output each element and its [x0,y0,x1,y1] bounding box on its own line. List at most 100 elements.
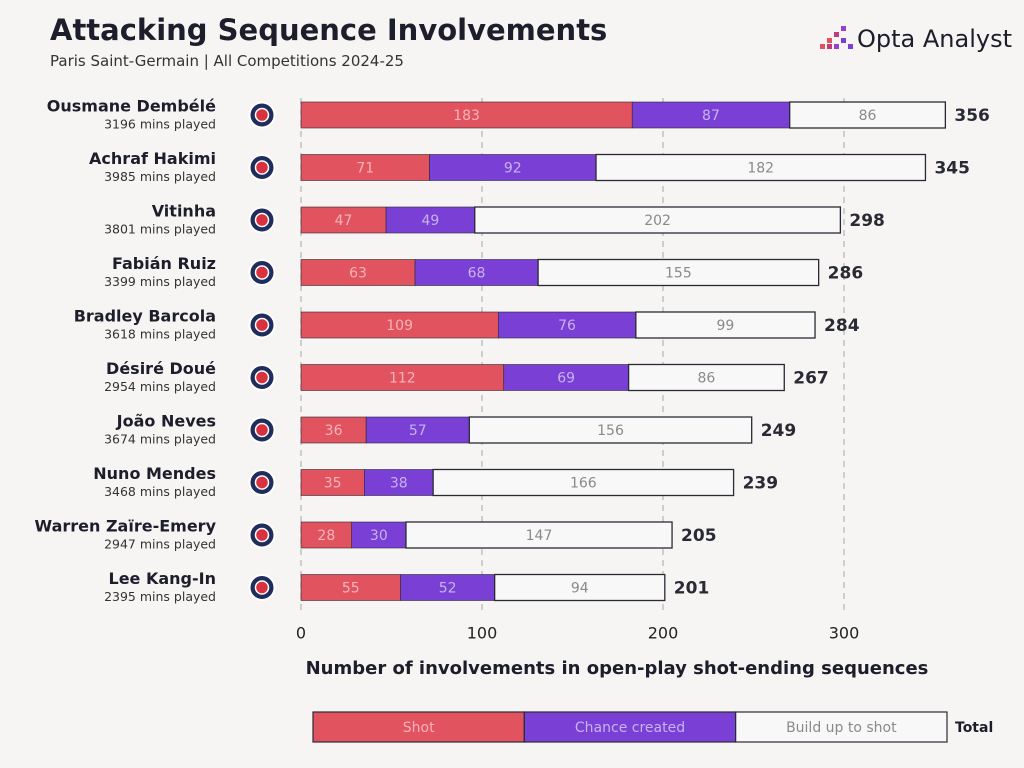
segment-label: 52 [439,581,457,597]
player-name: Ousmane Dembélé [47,97,216,116]
chart-subtitle: Paris Saint-Germain | All Competitions 2… [50,52,404,70]
player-name: Achraf Hakimi [89,149,216,168]
bar-segment [474,206,842,234]
club-badge-inner [254,527,270,543]
chart-title: Attacking Sequence Involvements [50,13,607,47]
bar-segment [595,153,927,182]
legend-swatch [312,711,525,743]
player-minutes: 2947 mins played [104,537,216,552]
bar-segment [300,521,352,549]
player-minutes: 2954 mins played [104,379,216,394]
total-label: 249 [761,421,797,441]
bar-segment [300,206,387,234]
player-minutes: 3399 mins played [104,274,216,289]
segment-label: 38 [390,476,408,492]
total-label: 239 [743,474,779,494]
bar-segment [351,521,407,549]
total-label: 267 [793,369,829,389]
player-name: Fabián Ruiz [112,254,216,273]
bar-segment [414,259,539,286]
legend-swatch [735,711,948,743]
player-name: Désiré Doué [106,359,216,378]
bar-segment [429,154,597,181]
bar-segment [300,469,365,496]
segment-label: 76 [558,318,576,334]
player-minutes: 3196 mins played [104,117,216,132]
segment-label: 36 [325,423,343,439]
bar-segment [635,311,816,339]
segment-label: 94 [571,581,589,597]
player-name: João Neves [116,412,216,431]
bar-segment [300,259,416,286]
segment-label: 55 [342,581,360,597]
club-badge-inner [254,265,270,280]
club-badge-inner [254,212,270,228]
legend-label: Build up to shot [786,720,897,736]
x-tick-label: 300 [829,624,860,643]
brand-logo: Opta Analyst [820,25,1012,53]
club-badge-inner [254,317,270,333]
player-minutes: 3801 mins played [104,222,216,237]
total-label: 298 [849,211,885,231]
segment-label: 71 [356,161,374,177]
segment-label: 92 [504,161,522,177]
bar-segment [300,311,499,339]
player-name: Nuno Mendes [93,464,216,483]
segment-label: 87 [702,108,720,124]
total-label: 286 [828,264,864,284]
club-badge-inner [254,422,270,438]
segment-label: 57 [409,423,427,439]
club-badge-inner [254,370,270,385]
bar-segment [537,258,820,287]
x-axis-label: Number of involvements in open-play shot… [306,658,929,679]
segment-label: 63 [349,266,367,282]
legend-total: Total [955,720,993,736]
player-minutes: 3985 mins played [104,169,216,184]
segment-label: 202 [644,213,671,229]
bar-segment [468,416,753,444]
player-minutes: 2395 mins played [104,589,216,604]
segment-label: 99 [717,318,735,334]
club-badge-inner [254,475,270,490]
segment-label: 166 [570,476,597,492]
total-label: 356 [954,106,990,126]
bar-segment [364,469,434,496]
x-tick-label: 200 [648,624,679,643]
total-label: 205 [681,526,717,546]
player-name: Lee Kang-In [109,569,217,588]
total-label: 201 [674,579,710,599]
bar-segment [300,574,401,601]
bar-segment [300,416,367,444]
bar-segment [405,521,673,549]
player-minutes: 3468 mins played [104,484,216,499]
brand-name: Opta Analyst [857,25,1012,53]
segment-label: 109 [386,318,413,334]
segment-label: 86 [859,108,877,124]
legend-label: Shot [403,720,435,736]
segment-label: 28 [317,528,335,544]
segment-label: 35 [324,476,342,492]
legend-label: Chance created [575,720,685,736]
segment-label: 183 [453,108,480,124]
club-badge-inner [254,107,270,123]
player-name: Bradley Barcola [74,307,216,326]
segment-label: 155 [665,266,692,282]
bar-segment [494,573,666,602]
segment-label: 182 [747,161,774,177]
club-badge-inner [254,160,270,175]
segment-label: 69 [557,371,575,387]
bar-segment [300,101,633,129]
player-minutes: 3618 mins played [104,327,216,342]
total-label: 345 [934,159,970,179]
x-tick-label: 100 [467,624,498,643]
bar-segment [432,468,735,497]
bar-segment [300,154,430,181]
bar-segment [400,574,495,601]
segment-label: 68 [468,266,486,282]
segment-label: 156 [597,423,624,439]
segment-label: 112 [389,371,416,387]
segment-label: 49 [422,213,440,229]
legend-swatch [523,711,737,743]
bar-segment [627,363,785,392]
